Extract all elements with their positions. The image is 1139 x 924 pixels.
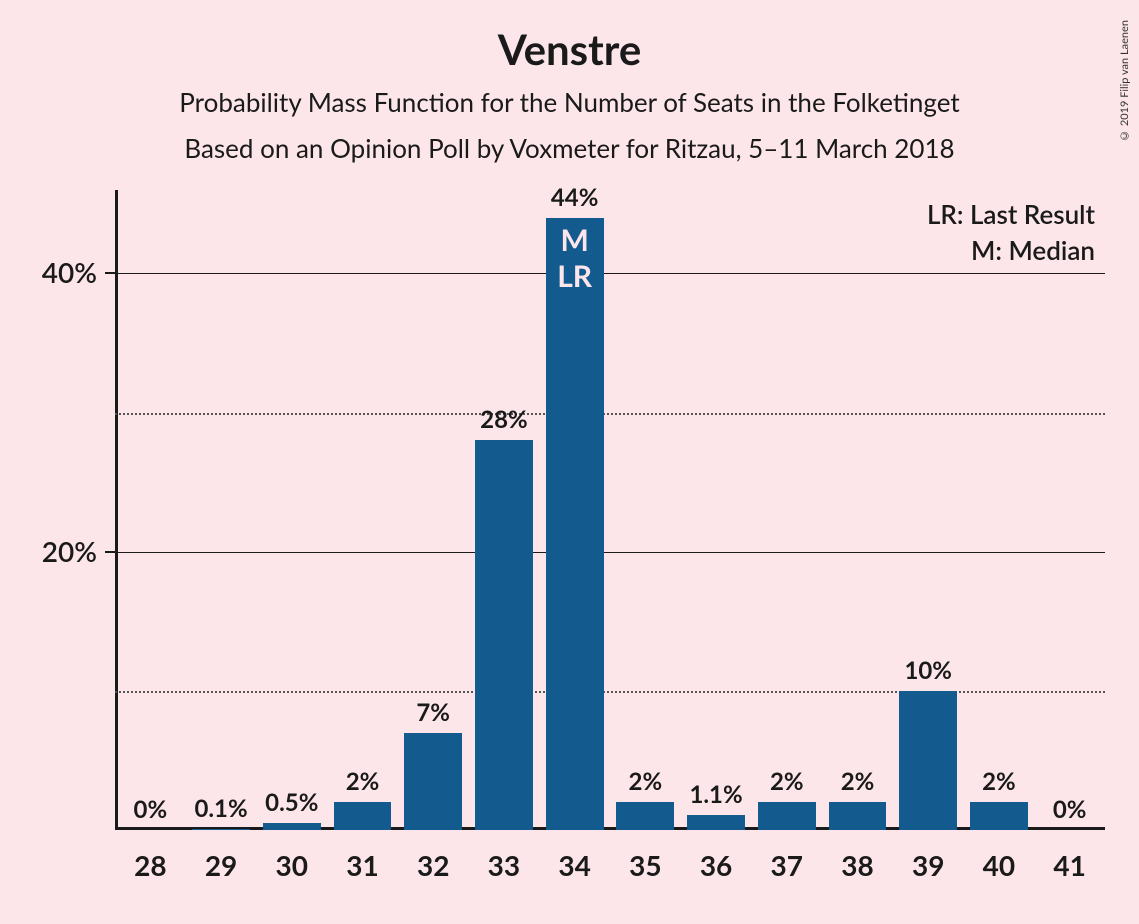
legend-line: LR: Last Result — [927, 198, 1095, 230]
bar-value-label: 0.1% — [186, 794, 257, 823]
bar — [475, 440, 533, 830]
x-axis-label: 37 — [751, 848, 822, 882]
x-axis-label: 31 — [327, 848, 398, 882]
bar-value-label: 0% — [115, 795, 186, 824]
bar — [546, 218, 604, 830]
bar-value-label: 10% — [893, 656, 964, 685]
x-axis-label: 41 — [1034, 848, 1105, 882]
bar-value-label: 0% — [1034, 795, 1105, 824]
bar — [829, 802, 887, 830]
bar — [758, 802, 816, 830]
gridline-major — [115, 273, 1105, 274]
bar — [970, 802, 1028, 830]
x-axis-label: 39 — [893, 848, 964, 882]
bar — [192, 829, 250, 830]
x-axis-label: 32 — [398, 848, 469, 882]
y-axis — [115, 190, 118, 830]
bar — [616, 802, 674, 830]
chart-subtitle-2: Based on an Opinion Poll by Voxmeter for… — [0, 132, 1139, 164]
bar — [899, 691, 957, 830]
x-axis-label: 29 — [186, 848, 257, 882]
bar-annotation: LR — [546, 258, 604, 294]
y-axis-label: 20% — [42, 534, 97, 568]
bar-value-label: 2% — [327, 767, 398, 796]
bar — [334, 802, 392, 830]
bar — [263, 823, 321, 830]
x-axis-label: 28 — [115, 848, 186, 882]
bar-value-label: 2% — [610, 767, 681, 796]
chart-subtitle-1: Probability Mass Function for the Number… — [0, 86, 1139, 118]
bar-annotation: M — [546, 222, 604, 258]
bar-value-label: 0.5% — [256, 788, 327, 817]
bar — [687, 815, 745, 830]
bar-value-label: 2% — [751, 767, 822, 796]
x-axis-label: 33 — [469, 848, 540, 882]
y-axis-label: 40% — [42, 255, 97, 289]
bar-value-label: 2% — [822, 767, 893, 796]
x-axis-label: 34 — [539, 848, 610, 882]
gridline-major — [115, 552, 1105, 553]
legend-line: M: Median — [971, 234, 1095, 266]
copyright-text: © 2019 Filip van Laenen — [1118, 20, 1131, 142]
chart-title: Venstre — [0, 24, 1139, 74]
bar-value-label: 44% — [539, 183, 610, 212]
plot-area: 20%40%0%280.1%290.5%302%317%3228%3344%34… — [115, 190, 1105, 830]
x-axis-label: 38 — [822, 848, 893, 882]
x-axis-label: 30 — [256, 848, 327, 882]
y-tick — [105, 272, 115, 274]
bar-value-label: 28% — [469, 405, 540, 434]
x-axis-label: 35 — [610, 848, 681, 882]
bar — [404, 733, 462, 830]
chart-container: Venstre Probability Mass Function for th… — [0, 0, 1139, 924]
bar-value-label: 2% — [964, 767, 1035, 796]
bar-value-label: 7% — [398, 698, 469, 727]
gridline-minor — [115, 413, 1105, 415]
bar-value-label: 1.1% — [681, 780, 752, 809]
x-axis-label: 36 — [681, 848, 752, 882]
x-axis-label: 40 — [964, 848, 1035, 882]
y-tick — [105, 551, 115, 553]
